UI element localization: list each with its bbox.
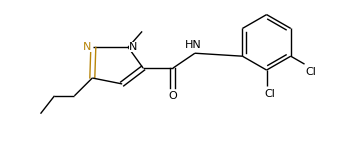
Text: N: N [83,42,92,52]
Text: HN: HN [185,40,201,50]
Text: Cl: Cl [264,89,275,99]
Text: O: O [168,91,177,101]
Text: Cl: Cl [305,67,316,77]
Text: N: N [129,42,137,52]
